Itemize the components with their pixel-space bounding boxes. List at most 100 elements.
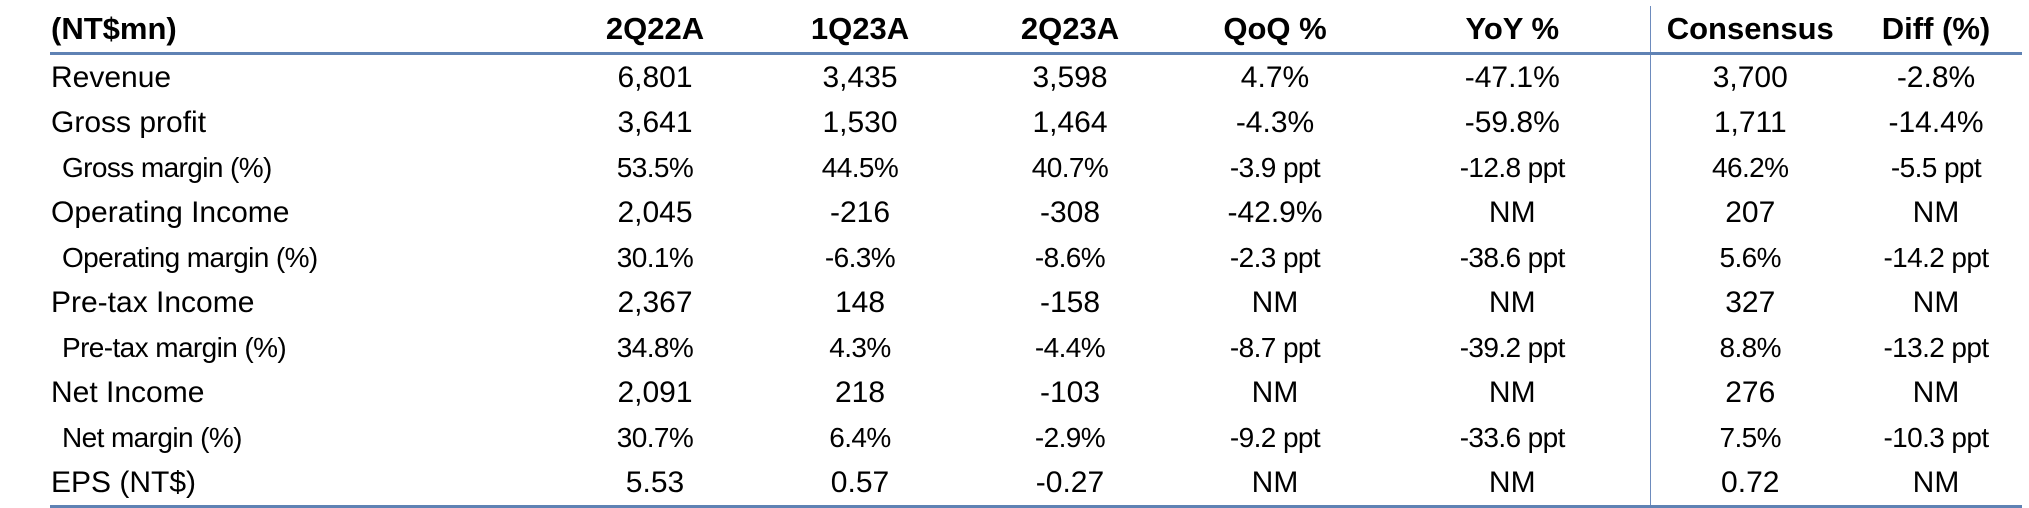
cell-diff: -2.8% — [1896, 60, 1976, 94]
cell-diff: NM — [1912, 195, 1960, 229]
cell-qoq: 4.7% — [1240, 60, 1310, 94]
row-label: Gross margin (%) — [62, 151, 272, 183]
cell-qoq: -42.9% — [1227, 195, 1323, 229]
cell-2q23a: 3,598 — [1032, 60, 1108, 94]
cell-1q23a: -216 — [829, 195, 891, 229]
table-row: Pre-tax margin (%) 34.8% 4.3% -4.4% -8.7 ppt… — [50, 325, 2022, 370]
header-2q23a: 2Q23A — [965, 6, 1175, 55]
row-label: Revenue — [51, 60, 172, 94]
cell-diff: NM — [1912, 375, 1960, 409]
cell-2q23a: -2.9% — [1034, 421, 1106, 453]
cell-consensus: 1,711 — [1649, 100, 1850, 145]
cell-qoq: NM — [1251, 285, 1299, 319]
cell-qoq: -8.7 ppt — [1229, 331, 1321, 363]
cell-yoy: NM — [1488, 285, 1536, 319]
table-row: Net margin (%) 30.7% 6.4% -2.9% -9.2 ppt -33.… — [50, 415, 2022, 460]
cell-2q22a: 2,045 — [617, 195, 693, 229]
cell-2q22a: 30.1% — [616, 241, 694, 273]
cell-consensus: 276 — [1649, 370, 1850, 415]
financial-summary-table-container: (NT$mn) 2Q22A 1Q23A 2Q23A QoQ % YoY % Co… — [50, 6, 2022, 508]
cell-2q23a: 1,464 — [1032, 105, 1108, 139]
table-row: Operating margin (%) 30.1% -6.3% -8.6% -2.3 … — [50, 235, 2022, 280]
cell-1q23a: -6.3% — [824, 241, 896, 273]
cell-yoy: NM — [1488, 195, 1536, 229]
cell-yoy: -59.8% — [1464, 105, 1560, 139]
cell-2q22a: 3,641 — [617, 105, 693, 139]
row-label: Pre-tax Income — [51, 285, 255, 319]
cell-diff: -14.4% — [1888, 105, 1984, 139]
row-label: Gross profit — [51, 105, 207, 139]
cell-2q23a: -4.4% — [1034, 331, 1106, 363]
cell-1q23a: 0.57 — [755, 460, 965, 508]
table-body: Revenue 6,801 3,435 3,598 4.7% -47.1% 3,700 -2.… — [50, 53, 2022, 508]
cell-1q23a: 148 — [834, 285, 886, 319]
cell-2q23a: 40.7% — [1031, 151, 1109, 183]
table-row: Gross margin (%) 53.5% 44.5% 40.7% -3.9 ppt -… — [50, 145, 2022, 190]
cell-1q23a: 218 — [834, 375, 886, 409]
cell-2q22a: 53.5% — [616, 151, 694, 183]
row-label: Pre-tax margin (%) — [62, 331, 287, 363]
row-label: Operating Income — [51, 195, 290, 229]
cell-1q23a: 4.3% — [829, 331, 891, 363]
cell-2q23a: -158 — [1039, 285, 1101, 319]
cell-diff: -5.5 ppt — [1890, 151, 1982, 183]
cell-diff: -10.3 ppt — [1883, 421, 1989, 453]
header-yoy: YoY % — [1375, 6, 1650, 55]
cell-1q23a: 6.4% — [829, 421, 891, 453]
cell-diff: NM — [1912, 285, 1960, 319]
cell-2q23a: -0.27 — [965, 460, 1175, 508]
cell-consensus: 3,700 — [1649, 53, 1850, 100]
cell-diff: NM — [1850, 460, 2022, 508]
cell-2q23a: -103 — [1039, 375, 1101, 409]
cell-consensus: 327 — [1649, 280, 1850, 325]
cell-1q23a: 1,530 — [822, 105, 898, 139]
table-row: Operating Income 2,045 -216 -308 -42.9% NM 207… — [50, 190, 2022, 235]
cell-consensus: 46.2% — [1649, 145, 1850, 190]
header-diff: Diff (%) — [1850, 6, 2022, 55]
cell-yoy: NM — [1375, 460, 1650, 508]
cell-qoq: -3.9 ppt — [1229, 151, 1321, 183]
cell-consensus: 207 — [1649, 190, 1850, 235]
cell-consensus: 8.8% — [1649, 325, 1850, 370]
table-row: Net Income 2,091 218 -103 NM NM 276 NM — [50, 370, 2022, 415]
table-header: (NT$mn) 2Q22A 1Q23A 2Q23A QoQ % YoY % Co… — [50, 6, 2022, 55]
cell-qoq: -2.3 ppt — [1229, 241, 1321, 273]
cell-yoy: -38.6 ppt — [1459, 241, 1566, 273]
cell-2q22a: 2,367 — [617, 285, 693, 319]
table-row: Revenue 6,801 3,435 3,598 4.7% -47.1% 3,700 -2.… — [50, 53, 2022, 100]
table-row: Gross profit 3,641 1,530 1,464 -4.3% -59.8% 1,… — [50, 100, 2022, 145]
cell-2q23a: -308 — [1039, 195, 1101, 229]
header-consensus: Consensus — [1649, 6, 1850, 55]
cell-2q22a: 30.7% — [616, 421, 694, 453]
cell-2q22a: 34.8% — [616, 331, 694, 363]
cell-diff: -14.2 ppt — [1883, 241, 1989, 273]
cell-1q23a: 44.5% — [821, 151, 899, 183]
cell-qoq: NM — [1251, 375, 1299, 409]
cell-qoq: -9.2 ppt — [1229, 421, 1321, 453]
header-1q23a: 1Q23A — [755, 6, 965, 55]
cell-yoy: -47.1% — [1464, 60, 1560, 94]
header-qoq: QoQ % — [1175, 6, 1375, 55]
row-label: EPS (NT$) — [50, 460, 555, 508]
cell-consensus: 0.72 — [1649, 460, 1850, 508]
cell-consensus: 7.5% — [1649, 415, 1850, 460]
cell-1q23a: 3,435 — [822, 60, 898, 94]
cell-2q22a: 5.53 — [555, 460, 755, 508]
cell-2q22a: 6,801 — [617, 60, 693, 94]
table-row: EPS (NT$) 5.53 0.57 -0.27 NM NM 0.72 NM — [50, 460, 2022, 508]
cell-yoy: NM — [1488, 375, 1536, 409]
cell-consensus: 5.6% — [1649, 235, 1850, 280]
cell-diff: -13.2 ppt — [1883, 331, 1989, 363]
cell-qoq: NM — [1175, 460, 1375, 508]
cell-2q22a: 2,091 — [617, 375, 693, 409]
row-label: Operating margin (%) — [62, 241, 318, 273]
financial-summary-table: (NT$mn) 2Q22A 1Q23A 2Q23A QoQ % YoY % Co… — [50, 6, 2022, 508]
cell-qoq: -4.3% — [1235, 105, 1315, 139]
row-label: Net Income — [51, 375, 205, 409]
header-2q22a: 2Q22A — [555, 6, 755, 55]
cell-2q23a: -8.6% — [1034, 241, 1106, 273]
table-row: Pre-tax Income 2,367 148 -158 NM NM 327 NM — [50, 280, 2022, 325]
cell-yoy: -12.8 ppt — [1459, 151, 1566, 183]
header-unit: (NT$mn) — [50, 6, 555, 55]
cell-yoy: -39.2 ppt — [1459, 331, 1566, 363]
